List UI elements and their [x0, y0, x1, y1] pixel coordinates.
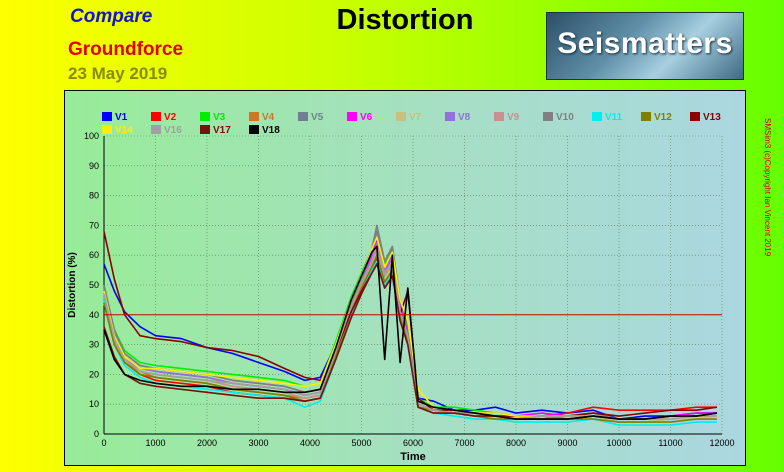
y-tick-label: 50 — [89, 280, 99, 290]
legend-label: V2 — [164, 112, 177, 123]
series-line-v12 — [103, 254, 717, 423]
compare-heading: Compare — [70, 6, 153, 27]
series-line-v8 — [103, 242, 717, 420]
legend-swatch — [494, 112, 504, 121]
legend-swatch — [445, 112, 455, 121]
product-name: Groundforce — [68, 39, 184, 60]
x-tick-label: 4000 — [300, 438, 320, 448]
y-tick-label: 60 — [89, 250, 99, 260]
legend-label: V14 — [115, 125, 133, 136]
y-tick-label: 20 — [89, 369, 99, 379]
legend-label: V5 — [311, 112, 324, 123]
legend-label: V7 — [409, 112, 422, 123]
x-tick-label: 8000 — [506, 438, 526, 448]
legend-label: V8 — [458, 112, 471, 123]
legend-label: V10 — [556, 112, 574, 123]
series-line-v6 — [103, 239, 717, 420]
series-line-v18 — [103, 245, 718, 420]
report-date: 23 May 2019 — [68, 64, 168, 83]
y-tick-label: 10 — [89, 399, 99, 409]
x-axis-label: Time — [400, 451, 425, 463]
y-tick-label: 40 — [89, 310, 99, 320]
legend-swatch — [151, 112, 161, 121]
series-line-v9 — [103, 245, 717, 420]
x-tick-label: 1000 — [145, 438, 165, 448]
y-tick-label: 80 — [89, 191, 99, 201]
legend-swatch — [102, 112, 112, 121]
x-tick-label: 3000 — [248, 438, 268, 448]
legend-label: V6 — [360, 112, 373, 123]
legend-label: V9 — [507, 112, 520, 123]
legend-swatch — [102, 125, 112, 134]
x-tick-label: 0 — [101, 438, 106, 448]
series-line-v16 — [103, 248, 717, 420]
legend-swatch — [200, 112, 210, 121]
legend-swatch — [200, 125, 210, 134]
legend-swatch — [690, 112, 700, 121]
copyright-notice: SMSim3 (c)Copyright Ian Vincent 2019 — [763, 118, 772, 257]
x-tick-label: 5000 — [351, 438, 371, 448]
chart-title: Distortion — [336, 4, 474, 36]
x-tick-label: 7000 — [454, 438, 474, 448]
legend-swatch — [298, 112, 308, 121]
legend-swatch — [249, 112, 259, 121]
legend-swatch — [396, 112, 406, 121]
legend-swatch — [347, 112, 357, 121]
series-line-v11 — [103, 260, 717, 426]
legend-label: V3 — [213, 112, 226, 123]
seismatters-logo: Seismatters — [546, 12, 744, 80]
legend-swatch — [249, 125, 259, 134]
legend-label: V12 — [654, 112, 672, 123]
y-tick-label: 0 — [94, 429, 99, 439]
legend-swatch — [592, 112, 602, 121]
y-axis-label: Distortion (%) — [67, 252, 78, 318]
legend-label: V13 — [703, 112, 721, 123]
series-line-v3 — [103, 236, 717, 423]
legend-label: V16 — [164, 125, 182, 136]
legend-label: V18 — [262, 125, 280, 136]
y-tick-label: 30 — [89, 340, 99, 350]
y-tick-label: 90 — [89, 161, 99, 171]
legend-label: V17 — [213, 125, 231, 136]
x-tick-label: 2000 — [197, 438, 217, 448]
series-line-v14 — [103, 236, 717, 420]
y-tick-label: 100 — [84, 131, 99, 141]
x-tick-label: 9000 — [557, 438, 577, 448]
x-tick-label: 10000 — [606, 438, 631, 448]
legend-swatch — [151, 125, 161, 134]
legend-label: V11 — [605, 112, 623, 123]
y-tick-label: 70 — [89, 220, 99, 230]
logo-text: Seismatters — [557, 27, 733, 60]
chart-frame: 0 10 20 30 40 50 60 70 80 90 100 0 1000 2000 3000 4000 5… — [64, 90, 746, 466]
x-tick-label: 11000 — [658, 438, 682, 448]
legend-label: V4 — [262, 112, 275, 123]
x-tick-label: 6000 — [403, 438, 423, 448]
legend-label: V1 — [115, 112, 128, 123]
legend-swatch — [543, 112, 553, 121]
x-tick-label: 12000 — [709, 438, 734, 448]
legend-swatch — [641, 112, 651, 121]
